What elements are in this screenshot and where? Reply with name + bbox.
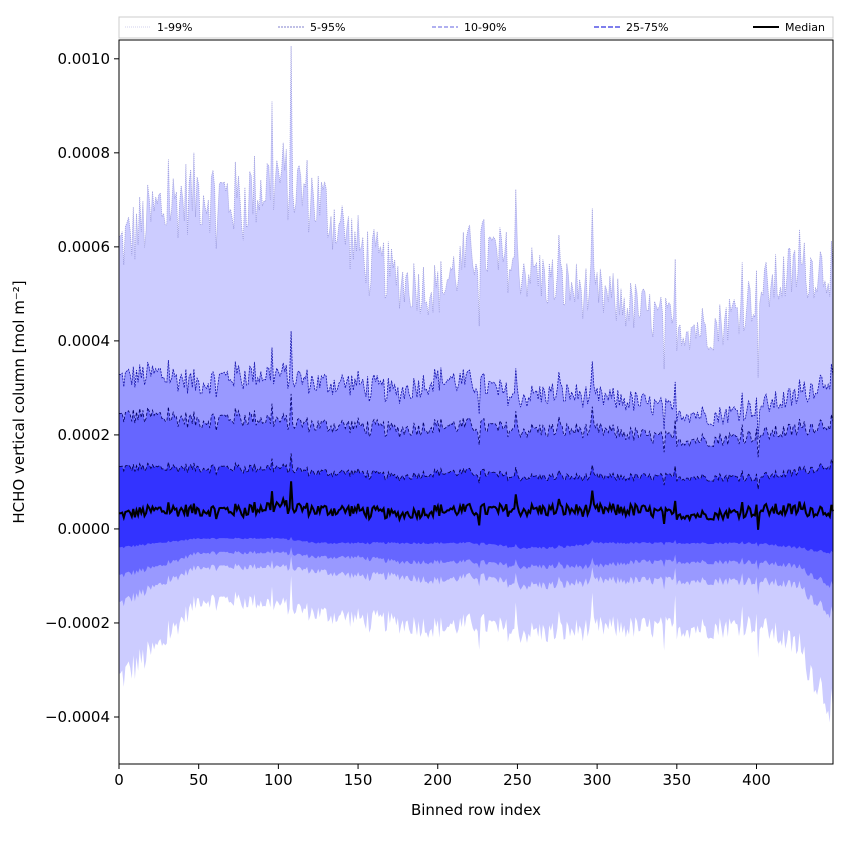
y-tick-label: 0.0008 [58, 144, 111, 162]
y-tick-label: 0.0000 [58, 520, 111, 538]
percentile-bands [119, 46, 833, 723]
legend-label: 5-95% [310, 21, 345, 34]
x-tick-label: 0 [114, 771, 124, 789]
band-25-75% [119, 453, 833, 554]
x-tick-label: 350 [662, 771, 691, 789]
x-tick-label: 100 [264, 771, 293, 789]
legend-label: 1-99% [157, 21, 192, 34]
y-axis-ticks: −0.0004 −0.0002 0.0000 0.0002 0.0004 0.0006 0.… [45, 50, 119, 726]
x-tick-label: 150 [344, 771, 373, 789]
legend: 1-99% 5-95% 10-90% 25-75% Median [118, 16, 834, 39]
band-upper-edge-10-90% [118, 393, 834, 458]
x-tick-label: 250 [503, 771, 532, 789]
y-tick-label: −0.0002 [45, 614, 110, 632]
median-layer [119, 481, 834, 530]
band-upper-edge-5-95% [118, 331, 834, 440]
legend-label: Median [785, 21, 825, 34]
y-tick-label: 0.0010 [58, 50, 111, 68]
x-tick-label: 300 [583, 771, 612, 789]
legend-box [118, 16, 834, 39]
y-tick-label: −0.0004 [45, 708, 110, 726]
y-tick-label: 0.0004 [58, 332, 111, 350]
legend-label: 25-75% [626, 21, 668, 34]
band-edge-lines [118, 45, 834, 490]
band-upper-edge-25-75% [118, 453, 834, 490]
y-tick-label: 0.0006 [58, 238, 111, 256]
x-tick-label: 400 [742, 771, 771, 789]
y-axis-label: HCHO vertical column [mol m⁻²] [10, 280, 28, 523]
band-upper-edge-1-99% [118, 45, 834, 378]
plot-area-frame [118, 39, 834, 765]
x-tick-label: 50 [189, 771, 208, 789]
median-line [119, 481, 834, 530]
x-tick-label: 200 [423, 771, 452, 789]
x-axis-ticks: 0 50 100 150 200 250 300 350 400 [114, 764, 771, 789]
y-tick-label: 0.0002 [58, 426, 111, 444]
legend-label: 10-90% [464, 21, 506, 34]
x-axis-label: Binned row index [411, 801, 541, 819]
